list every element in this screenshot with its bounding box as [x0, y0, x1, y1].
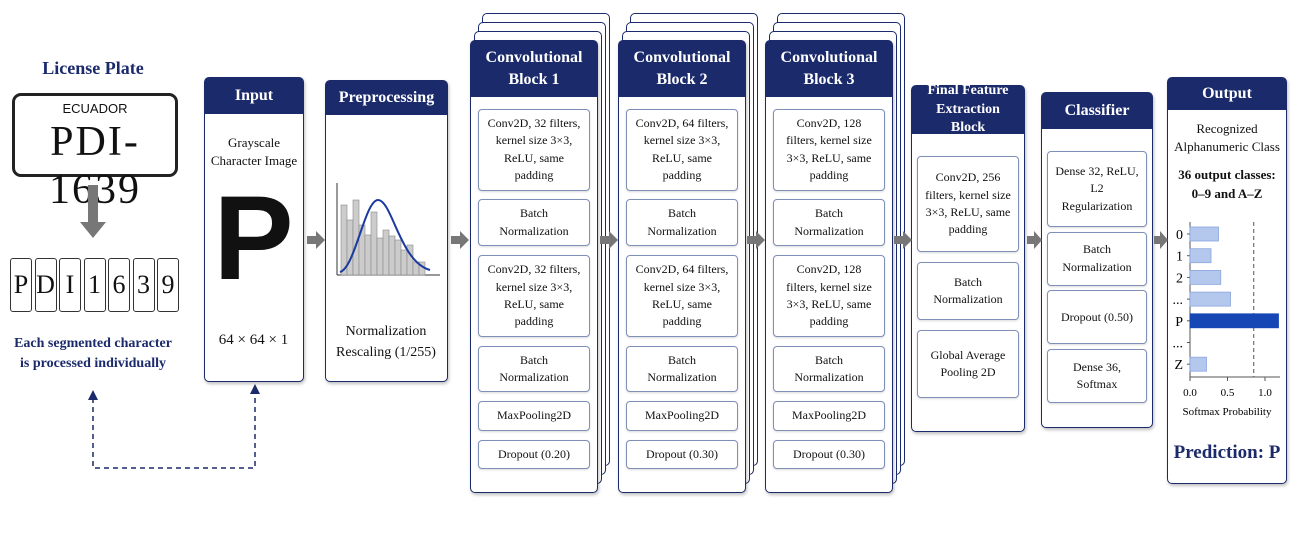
conv-block: Convolutional Block 1 Conv2D, 32 filters,… [470, 40, 598, 493]
segmented-character: P [10, 258, 32, 312]
layer: Batch Normalization [773, 345, 885, 393]
output-panel: Output Recognized Alphanumeric Class 36 ou… [1167, 77, 1287, 484]
layer: Batch Normalization [626, 345, 738, 393]
panel-header: Convolutional Block 2 [619, 41, 745, 97]
layer: Global Average Pooling 2D [917, 330, 1019, 398]
layer: Conv2D, 64 filters, kernel size 3×3, ReL… [626, 109, 738, 191]
arrow [1027, 231, 1042, 249]
segmented-character: D [34, 258, 57, 312]
plate-title: License Plate [42, 58, 144, 78]
input-description: Grayscale Character Image [210, 135, 298, 169]
layer: Batch Normalization [1047, 231, 1147, 286]
layer: Dropout (0.50) [1047, 290, 1147, 345]
arrow-head [88, 390, 98, 400]
layer: Conv2D, 32 filters, kernel size 3×3, ReL… [478, 255, 590, 337]
panel-header: Convolutional Block 3 [766, 41, 892, 97]
preprocessing-description: Normalization Rescaling (1/255) [336, 324, 436, 360]
prediction: Prediction: P [1173, 442, 1281, 463]
layer: Conv2D, 32 filters, kernel size 3×3, ReL… [478, 109, 590, 191]
layer-stack: Dense 32, ReLU, L2 Regularization Batch N… [1047, 151, 1147, 403]
layer: Conv2D, 128 filters, kernel size 3×3, Re… [773, 255, 885, 337]
input-glyph: P [213, 171, 294, 305]
layer: Batch Normalization [478, 345, 590, 393]
layer: Batch Normalization [478, 199, 590, 247]
panel-header: Convolutional Block 1 [471, 41, 597, 97]
panel-header: Classifier [1042, 93, 1152, 129]
panel-header: Output [1168, 78, 1286, 110]
segmented-character: 6 [108, 258, 130, 312]
layer: Conv2D, 128 filters, kernel size 3×3, Re… [773, 109, 885, 191]
layer-stack: Conv2D, 64 filters, kernel size 3×3, ReL… [626, 109, 738, 469]
arrow [307, 231, 325, 249]
classifier-panel: Classifier Dense 32, ReLU, L2 Regularizat… [1041, 92, 1153, 428]
layer: Dropout (0.20) [478, 439, 590, 469]
layer-stack: Conv2D, 256 filters, kernel size 3×3, Re… [917, 156, 1019, 398]
segmentation-note: Each segmented character is processed in… [14, 336, 172, 372]
layer: MaxPooling2D [478, 401, 590, 431]
layer: MaxPooling2D [773, 401, 885, 431]
layer: Batch Normalization [917, 262, 1019, 320]
panel-header: Input [205, 78, 303, 114]
feedback-line [92, 392, 256, 469]
layer: Dense 36, Softmax [1047, 348, 1147, 403]
layer: Dense 32, ReLU, L2 Regularization [1047, 151, 1147, 227]
output-subtitle: Recognized Alphanumeric Class [1174, 121, 1280, 155]
preprocessing-panel: Preprocessing Normalization Rescaling (1/… [325, 80, 448, 382]
plate-number: PDI-1639 [49, 119, 141, 213]
arrow [451, 231, 469, 249]
final-block: Final Feature Extraction Block Conv2D, 25… [911, 83, 1025, 432]
input-shape: 64 × 64 × 1 [218, 332, 289, 348]
segmented-character: 1 [83, 258, 106, 312]
segmented-character: I [59, 258, 81, 312]
segmented-character: 9 [157, 258, 179, 312]
panel-header: Preprocessing [326, 81, 447, 115]
conv-block: Convolutional Block 3 Conv2D, 128 filters… [765, 40, 893, 493]
layer-stack: Conv2D, 128 filters, kernel size 3×3, Re… [773, 109, 885, 469]
layer: Conv2D, 64 filters, kernel size 3×3, ReL… [626, 255, 738, 337]
plate-country: ECUADOR [62, 101, 128, 116]
layer: Batch Normalization [773, 199, 885, 247]
license-plate: ECUADOR PDI-1639 [12, 93, 178, 213]
layer: Dropout (0.30) [773, 439, 885, 469]
segmented-character: 3 [132, 258, 155, 312]
layer: MaxPooling2D [626, 401, 738, 431]
arrow-head [250, 384, 260, 394]
layer: Dropout (0.30) [626, 439, 738, 469]
conv-block: Convolutional Block 2 Conv2D, 64 filters,… [618, 40, 746, 493]
layer: Batch Normalization [626, 199, 738, 247]
arrow [1154, 231, 1168, 249]
classes-note: 36 output classes: 0–9 and A–Z [1178, 167, 1276, 201]
panel-header: Final Feature Extraction Block [912, 83, 1024, 135]
input-panel: Input Grayscale Character Image P 64 × 64 ×… [204, 77, 304, 382]
layer: Conv2D, 256 filters, kernel size 3×3, Re… [917, 156, 1019, 252]
layer-stack: Conv2D, 32 filters, kernel size 3×3, ReL… [478, 109, 590, 469]
